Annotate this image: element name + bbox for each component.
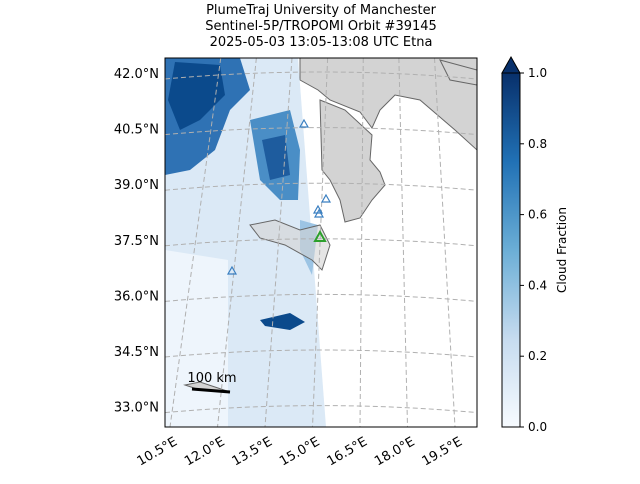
grid-line [165,349,477,358]
grid-line [165,405,477,414]
cloud [260,313,305,330]
volcano-marker [312,204,324,214]
lat-label: 33.0°N [114,401,159,416]
map-frame [164,57,478,428]
land-calabria [319,99,386,223]
land-sicily [249,219,331,271]
lat-label: 39.0°N [114,178,159,193]
volcano-marker [313,208,325,218]
map-content: 100 km [165,58,477,427]
land-italy [299,58,477,151]
grid-line [165,182,477,191]
grid-line [165,238,477,247]
colorbar-tick-label: 0.6 [528,208,547,222]
colorbar-tick-label: 0.0 [528,420,547,434]
cloud [168,62,225,130]
etna-marker [313,229,327,242]
swath-light [165,250,228,427]
colorbar-label: Cloud Fraction [555,207,569,293]
lon-label: 16.5°E [325,434,370,469]
grid-line [165,127,477,136]
lon-label: 18.0°E [372,434,417,469]
grid-line [217,58,257,427]
colorbar-tick-label: 1.0 [528,66,547,80]
graticule [165,58,477,427]
grid-line [398,58,408,427]
lon-label: 12.0°E [182,434,227,469]
cloud [262,135,290,180]
grid-line [434,58,456,427]
grid-line [165,71,477,80]
colorbar-tick-label: 0.2 [528,349,547,363]
grid-line [169,58,222,427]
lon-label: 15.0°E [277,434,322,469]
grid-line [264,58,293,427]
volcano-marker [320,193,332,203]
volcanoes [226,118,332,275]
grid-line [359,58,364,427]
grid-line [165,293,477,302]
volcano-marker [226,265,238,275]
lon-label: 13.5°E [230,434,275,469]
lon-label: 10.5°E [135,434,180,469]
colorbar-tick-label: 0.8 [528,137,547,151]
lat-label: 40.5°N [114,123,159,138]
title-line: Sentinel-5P/TROPOMI Orbit #39145 [205,19,437,34]
colorbar-tick-label: 0.4 [528,278,547,292]
lon-label: 19.5°E [420,434,465,469]
title-line: 2025-05-03 13:05-13:08 UTC Etna [210,35,433,50]
title-line: PlumeTraj University of Manchester [206,3,436,18]
lat-label: 42.0°N [114,67,159,82]
lat-label: 36.0°N [114,289,159,304]
colorbar-extend [501,55,521,74]
land-balkans [439,59,477,86]
scale-bar [191,387,231,394]
volcano-marker [298,118,310,128]
scale-bar-label: 100 km [187,371,236,386]
colorbar [501,72,521,428]
lat-label: 34.5°N [114,345,159,360]
grid-line [312,58,329,427]
lat-label: 37.5°N [114,234,159,249]
